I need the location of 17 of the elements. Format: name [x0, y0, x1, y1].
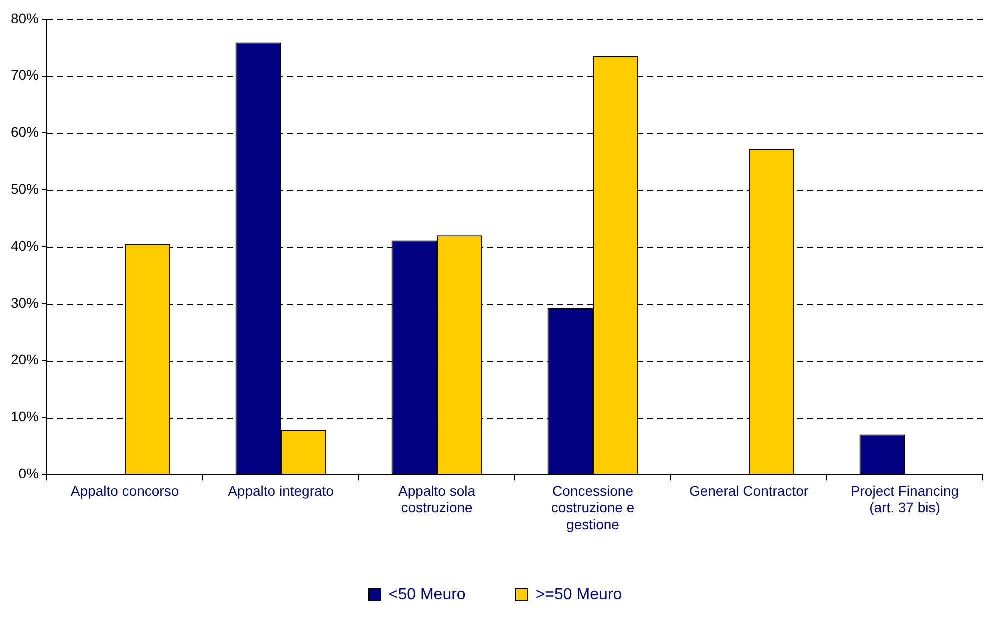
y-tick-label: 60% — [10, 124, 40, 140]
y-tick-label: 0% — [18, 465, 40, 482]
y-tick-label: 50% — [10, 180, 40, 197]
y-tick-label: 40% — [10, 238, 40, 254]
y-tick-label: 70% — [10, 67, 40, 84]
y-tick-label: 20% — [10, 352, 40, 368]
legend-label: >=50 Meuro — [536, 586, 622, 604]
y-tick-label: 30% — [10, 294, 40, 311]
x-tick-label: Appalto integrato — [228, 482, 334, 499]
x-tick-label: Appalto concorso — [70, 482, 180, 499]
x-tick-label: Appalto sola costruzione — [398, 482, 476, 516]
legend-label: <50 Meuro — [388, 586, 466, 604]
y-tick-label: 10% — [10, 408, 40, 425]
x-tick-label: General Contractor — [689, 482, 809, 499]
y-tick-label: 80% — [10, 10, 40, 26]
x-tick-label: Project Financing (art. 37 bis) — [850, 482, 960, 516]
x-tick-label: Concessione costruzione e gestione — [551, 482, 635, 532]
